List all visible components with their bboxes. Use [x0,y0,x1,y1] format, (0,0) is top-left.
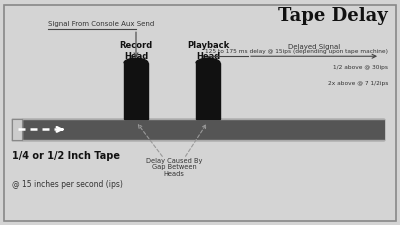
Text: Delay Caused By
Gap Between
Heads: Delay Caused By Gap Between Heads [146,158,202,178]
Text: 1/2 above @ 30ips: 1/2 above @ 30ips [333,65,388,70]
Text: 2x above @ 7 1/2ips: 2x above @ 7 1/2ips [328,81,388,86]
Polygon shape [196,58,220,63]
Bar [124,63,148,119]
Text: Tape Delay: Tape Delay [278,7,388,25]
Bar [196,63,220,119]
Text: Signal From Console Aux Send: Signal From Console Aux Send [48,21,154,27]
Bar [12,119,22,140]
Text: @ 15 inches per second (ips): @ 15 inches per second (ips) [12,180,123,189]
Text: Playback
Head: Playback Head [187,41,229,61]
Polygon shape [124,58,148,63]
Text: 1/4 or 1/2 Inch Tape: 1/4 or 1/2 Inch Tape [12,151,120,161]
Text: Record
Head: Record Head [119,41,153,61]
Text: Delayed Signal: Delayed Signal [288,43,340,50]
Bar [12,119,384,140]
Text: 125 to 175 ms delay @ 15ips (depending upon tape machine): 125 to 175 ms delay @ 15ips (depending u… [205,50,388,54]
